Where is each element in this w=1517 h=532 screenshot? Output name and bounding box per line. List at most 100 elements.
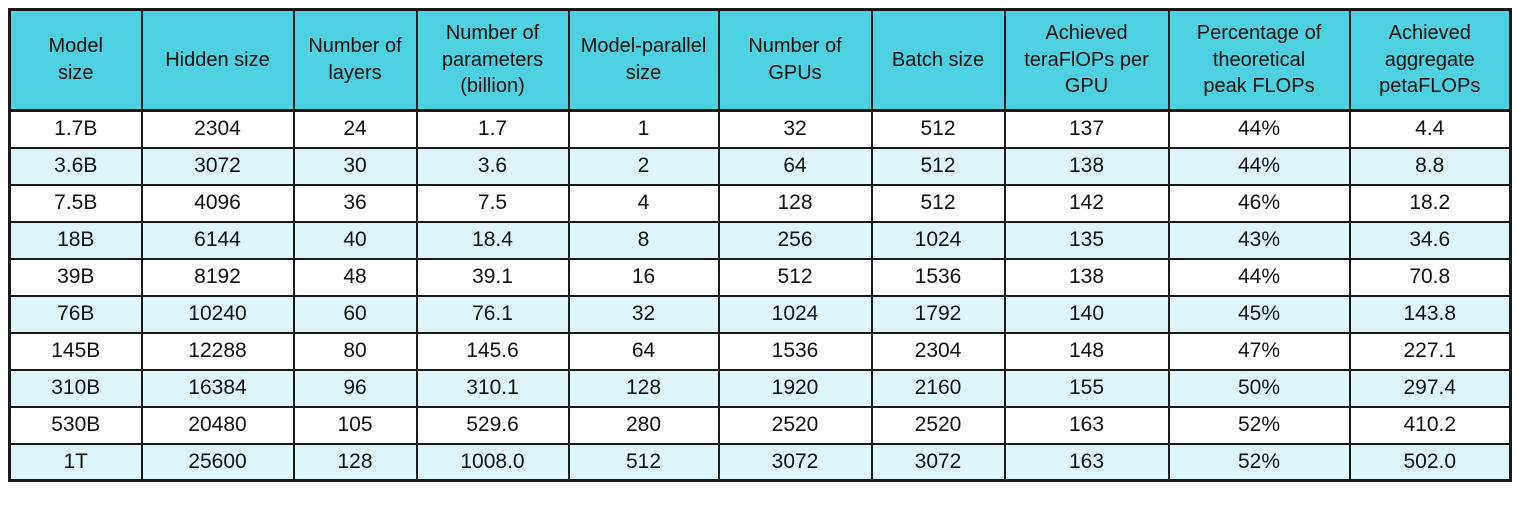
table-cell: 512 <box>870 183 1006 223</box>
table-cell: 48 <box>292 257 418 297</box>
table-cell: 529.6 <box>415 405 570 445</box>
table-cell: 46% <box>1167 183 1351 223</box>
table-cell: 30 <box>292 146 418 186</box>
table-cell: 60 <box>292 294 418 334</box>
table-cell: 3072 <box>717 442 873 482</box>
column-header-achieved-teraflops-per-gpu: Achieved teraFlOPs per GPU <box>1003 8 1170 112</box>
table-cell: 227.1 <box>1348 331 1512 371</box>
column-header-model-parallel-size: Model-parallel size <box>567 8 720 112</box>
table-cell: 2160 <box>870 368 1006 408</box>
table-cell: 1 <box>567 109 720 149</box>
table-body: 1.7B 2304 24 1.7 1 32 512 137 44% 4.4 3.6B 3072 30 3.… <box>8 109 1512 482</box>
table-cell: 142 <box>1003 183 1170 223</box>
table-cell: 1536 <box>870 257 1006 297</box>
table-cell: 52% <box>1167 442 1351 482</box>
table-cell: 18.4 <box>415 220 570 260</box>
table-cell: 43% <box>1167 220 1351 260</box>
table-cell: 3072 <box>870 442 1006 482</box>
column-header-number-of-layers: Number of layers <box>292 8 418 112</box>
table-cell: 18B <box>8 220 143 260</box>
table-cell: 143.8 <box>1348 294 1512 334</box>
table-cell: 512 <box>870 146 1006 186</box>
table-cell: 2304 <box>870 331 1006 371</box>
table-cell: 64 <box>567 331 720 371</box>
table-cell: 10240 <box>140 294 295 334</box>
column-header-batch-size: Batch size <box>870 8 1006 112</box>
table-cell: 1536 <box>717 331 873 371</box>
table-cell: 45% <box>1167 294 1351 334</box>
table-cell: 2 <box>567 146 720 186</box>
table-cell: 3072 <box>140 146 295 186</box>
table-cell: 410.2 <box>1348 405 1512 445</box>
table-cell: 105 <box>292 405 418 445</box>
table-cell: 138 <box>1003 257 1170 297</box>
table-cell: 7.5 <box>415 183 570 223</box>
table-cell: 256 <box>717 220 873 260</box>
table-cell: 163 <box>1003 442 1170 482</box>
table-cell: 16 <box>567 257 720 297</box>
table-cell: 70.8 <box>1348 257 1512 297</box>
table-cell: 44% <box>1167 257 1351 297</box>
table-cell: 512 <box>870 109 1006 149</box>
table-row: 1T 25600 128 1008.0 512 3072 3072 163 52% 502.0 <box>8 442 1512 482</box>
table-cell: 140 <box>1003 294 1170 334</box>
table-cell: 1920 <box>717 368 873 408</box>
table-cell: 40 <box>292 220 418 260</box>
table-cell: 76B <box>8 294 143 334</box>
column-header-percentage-theoretical-peak-flops: Percentage of theoretical peak FLOPs <box>1167 8 1351 112</box>
table-cell: 128 <box>717 183 873 223</box>
table-cell: 32 <box>567 294 720 334</box>
table-row: 7.5B 4096 36 7.5 4 128 512 142 46% 18.2 <box>8 183 1512 223</box>
table-cell: 145B <box>8 331 143 371</box>
table-row: 145B 12288 80 145.6 64 1536 2304 148 47% 227.1 <box>8 331 1512 371</box>
column-header-number-of-parameters: Number of parameters (billion) <box>415 8 570 112</box>
table-cell: 145.6 <box>415 331 570 371</box>
table-row: 1.7B 2304 24 1.7 1 32 512 137 44% 4.4 <box>8 109 1512 149</box>
table-cell: 280 <box>567 405 720 445</box>
table-cell: 64 <box>717 146 873 186</box>
table-cell: 32 <box>717 109 873 149</box>
table-cell: 39B <box>8 257 143 297</box>
table-cell: 128 <box>292 442 418 482</box>
table-row: 310B 16384 96 310.1 128 1920 2160 155 50% 297.4 <box>8 368 1512 408</box>
table-row: 3.6B 3072 30 3.6 2 64 512 138 44% 8.8 <box>8 146 1512 186</box>
table-cell: 34.6 <box>1348 220 1512 260</box>
table-cell: 1024 <box>870 220 1006 260</box>
table-cell: 135 <box>1003 220 1170 260</box>
table-cell: 44% <box>1167 146 1351 186</box>
table-cell: 52% <box>1167 405 1351 445</box>
table-cell: 137 <box>1003 109 1170 149</box>
table-cell: 3.6B <box>8 146 143 186</box>
table-cell: 2304 <box>140 109 295 149</box>
table-cell: 1024 <box>717 294 873 334</box>
table-cell: 24 <box>292 109 418 149</box>
table-cell: 2520 <box>717 405 873 445</box>
table-cell: 12288 <box>140 331 295 371</box>
table-cell: 155 <box>1003 368 1170 408</box>
column-header-achieved-aggregate-petaflops: Achieved aggregate petaFLOPs <box>1348 8 1512 112</box>
table-cell: 6144 <box>140 220 295 260</box>
column-header-hidden-size: Hidden size <box>140 8 295 112</box>
table-cell: 1008.0 <box>415 442 570 482</box>
table-cell: 7.5B <box>8 183 143 223</box>
table-row: 18B 6144 40 18.4 8 256 1024 135 43% 34.6 <box>8 220 1512 260</box>
table-cell: 96 <box>292 368 418 408</box>
table-cell: 76.1 <box>415 294 570 334</box>
table-cell: 297.4 <box>1348 368 1512 408</box>
column-header-model-size: Model size <box>8 8 143 112</box>
table-cell: 1T <box>8 442 143 482</box>
table-header: Model size Hidden size Number of layers … <box>8 8 1512 112</box>
table-row: 530B 20480 105 529.6 280 2520 2520 163 52% 410.2 <box>8 405 1512 445</box>
table-cell: 1.7 <box>415 109 570 149</box>
table-cell: 25600 <box>140 442 295 482</box>
table-cell: 502.0 <box>1348 442 1512 482</box>
table-cell: 2520 <box>870 405 1006 445</box>
table-cell: 36 <box>292 183 418 223</box>
table-cell: 39.1 <box>415 257 570 297</box>
table-cell: 530B <box>8 405 143 445</box>
table-cell: 512 <box>567 442 720 482</box>
table-cell: 1792 <box>870 294 1006 334</box>
model-scaling-table: Model size Hidden size Number of layers … <box>8 8 1512 482</box>
table-cell: 148 <box>1003 331 1170 371</box>
